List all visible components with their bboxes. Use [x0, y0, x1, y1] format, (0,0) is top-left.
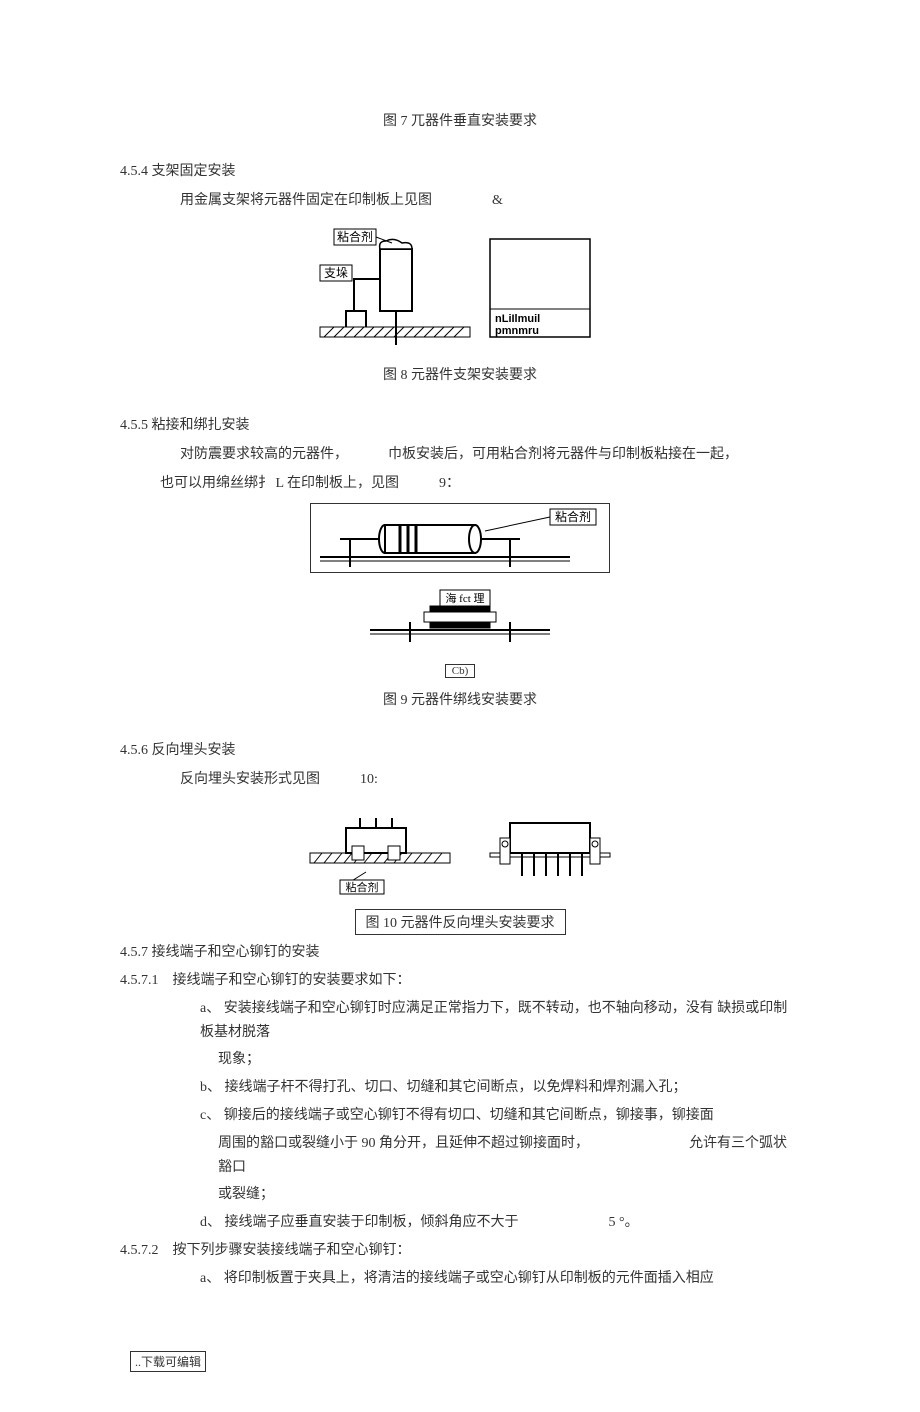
text: 反向埋头安装形式见图 — [180, 772, 320, 787]
section-4-5-7-1-head: 4.5.7.1 接线端子和空心铆钉的安装要求如下： — [120, 969, 800, 989]
section-num: 4.5.7 — [120, 945, 148, 960]
item-b: b、 接线端子杆不得打孔、切口、切缝和其它间断点，以免焊料和焊剂漏入孔； — [200, 1076, 800, 1100]
fig8-label-adhesive: 粘合剂 — [337, 229, 373, 244]
section-num: 4.5.5 — [120, 418, 148, 433]
section-title: 接线端子和空心铆钉的安装 — [152, 945, 320, 960]
fig10-diagram: 粘合剂 — [120, 798, 800, 903]
fig9-cb-label: Cb) — [445, 664, 476, 678]
footer-text: ..下载可编辑 — [130, 1351, 206, 1372]
text: 周围的豁口或裂缝小于 90 角分开，且延伸不超过铆接面时， — [218, 1136, 589, 1151]
item-c: c、 铆接后的接线端子或空心铆钉不得有切口、切缝和其它间断点，铆接事，铆接面 — [200, 1104, 800, 1128]
fig10-caption: 图 10 元器件反向埋头安装要求 — [355, 909, 566, 935]
fig8-caption: 图 8 元器件支架安装要求 — [120, 364, 800, 384]
fig8-label-bracket: 支垛 — [324, 265, 348, 280]
section-4-5-7-head: 4.5.7 接线端子和空心铆钉的安装 — [120, 941, 800, 961]
section-4-5-7-2-head: 4.5.7.2 按下列步骤安装接线端子和空心铆钉： — [120, 1239, 800, 1259]
section-4-5-5-line2: 也可以用绵丝绑扌 L 在印制板上，见图 9： — [160, 471, 800, 496]
section-4-5-5-line1: 对防震要求较高的元器件， 巾板安装后，可用粘合剂将元器件与印制板粘接在一起， — [180, 442, 800, 467]
item-4572-a: a、 将印制板置于夹具上，将清洁的接线端子或空心铆钉从印制板的元件面插入相应 — [200, 1267, 800, 1291]
fig9-diagram-bottom: 海 fct 理 Cb) — [120, 584, 800, 679]
fig9-label-top: 粘合剂 — [555, 509, 591, 524]
text: 也可以用绵丝绑扌 L 在印制板上，见图 — [160, 476, 399, 491]
fig8-right-text1: nLiIlmuil — [495, 313, 540, 325]
section-4-5-4-line1: 用金属支架将元器件固定在印制板上见图 & — [180, 188, 800, 213]
text: 用金属支架将元器件固定在印制板上见图 — [180, 193, 432, 208]
fig9-caption: 图 9 元器件绑线安装要求 — [120, 689, 800, 709]
section-num: 4.5.6 — [120, 743, 148, 758]
fig9-label-mid: 海 fct 理 — [445, 591, 484, 605]
item-a-cont: 现象； — [218, 1048, 800, 1072]
item-a: a、 安装接线端子和空心铆钉时应满足正常指力下，既不转动，也不轴向移动，没有 缺… — [200, 997, 800, 1045]
text: d、 接线端子应垂直安装于印制板，倾斜角应不大于 — [200, 1215, 519, 1230]
text: 9： — [439, 476, 460, 491]
text: 10: — [360, 772, 378, 787]
section-num: 4.5.7.1 — [120, 973, 159, 988]
section-4-5-6-line1: 反向埋头安装形式见图 10: — [180, 767, 800, 792]
item-d: d、 接线端子应垂直安装于印制板，倾斜角应不大于 5 °。 — [200, 1211, 800, 1235]
text: & — [492, 193, 503, 208]
section-title: 粘接和绑扎安装 — [152, 418, 250, 433]
item-c-cont2: 或裂缝； — [218, 1183, 800, 1207]
section-4-5-5-head: 4.5.5 粘接和绑扎安装 — [120, 414, 800, 434]
item-c-cont1: 周围的豁口或裂缝小于 90 角分开，且延伸不超过铆接面时，允许有三个弧状豁口 — [218, 1132, 800, 1180]
section-lead: 接线端子和空心铆钉的安装要求如下： — [173, 973, 411, 988]
section-num: 4.5.7.2 — [120, 1243, 159, 1258]
page: 图 7 兀器件垂直安装要求 4.5.4 支架固定安装 用金属支架将元器件固定在印… — [0, 0, 920, 1412]
text: 对防震要求较高的元器件， — [180, 447, 348, 462]
text: 5 °。 — [609, 1215, 639, 1230]
section-title: 反向埋头安装 — [152, 743, 236, 758]
fig8-diagram: 粘合剂 支垛 nLiIlmuil pmnmru — [120, 219, 800, 354]
fig10-label: 粘合剂 — [346, 880, 379, 894]
fig7-caption: 图 7 兀器件垂直安装要求 — [120, 110, 800, 130]
fig9-diagram-top: 粘合剂 — [120, 503, 800, 578]
fig8-right-text2: pmnmru — [495, 325, 539, 337]
fig10-caption-box: 图 10 元器件反向埋头安装要求 — [120, 909, 800, 935]
section-lead: 按下列步骤安装接线端子和空心铆钉： — [173, 1243, 411, 1258]
text: 巾板安装后，可用粘合剂将元器件与印制板粘接在一起， — [388, 447, 738, 462]
section-num: 4.5.4 — [120, 164, 148, 179]
section-title: 支架固定安装 — [152, 164, 236, 179]
section-4-5-4-head: 4.5.4 支架固定安装 — [120, 160, 800, 180]
section-4-5-6-head: 4.5.6 反向埋头安装 — [120, 739, 800, 759]
page-footer: ..下载可编辑 — [130, 1351, 800, 1372]
